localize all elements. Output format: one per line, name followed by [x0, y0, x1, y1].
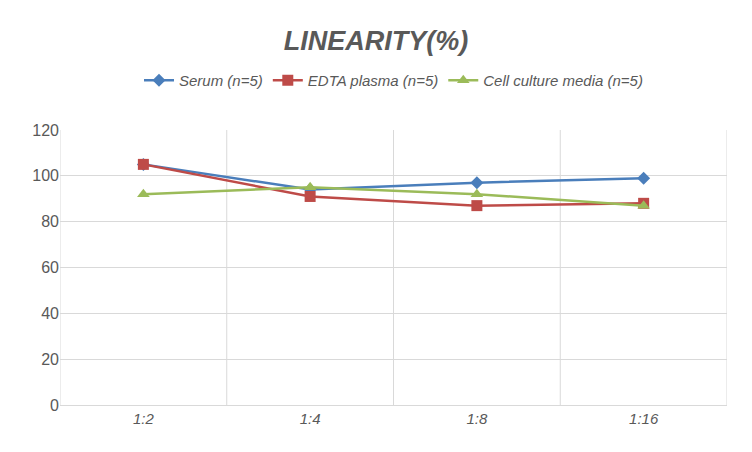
svg-text:0: 0 [50, 397, 59, 414]
svg-text:1:16: 1:16 [629, 410, 659, 427]
svg-text:1:2: 1:2 [133, 410, 155, 427]
svg-text:80: 80 [41, 213, 59, 230]
svg-text:EDTA plasma (n=5): EDTA plasma (n=5) [308, 72, 438, 89]
svg-text:120: 120 [32, 122, 59, 139]
svg-text:20: 20 [41, 351, 59, 368]
svg-text:60: 60 [41, 259, 59, 276]
svg-text:1:4: 1:4 [300, 410, 321, 427]
svg-text:Cell culture media (n=5): Cell culture media (n=5) [483, 72, 643, 89]
svg-text:40: 40 [41, 305, 59, 322]
svg-text:100: 100 [32, 167, 59, 184]
svg-text:LINEARITY(%): LINEARITY(%) [284, 26, 469, 56]
svg-text:Serum (n=5): Serum (n=5) [179, 72, 263, 89]
svg-text:1:8: 1:8 [466, 410, 488, 427]
